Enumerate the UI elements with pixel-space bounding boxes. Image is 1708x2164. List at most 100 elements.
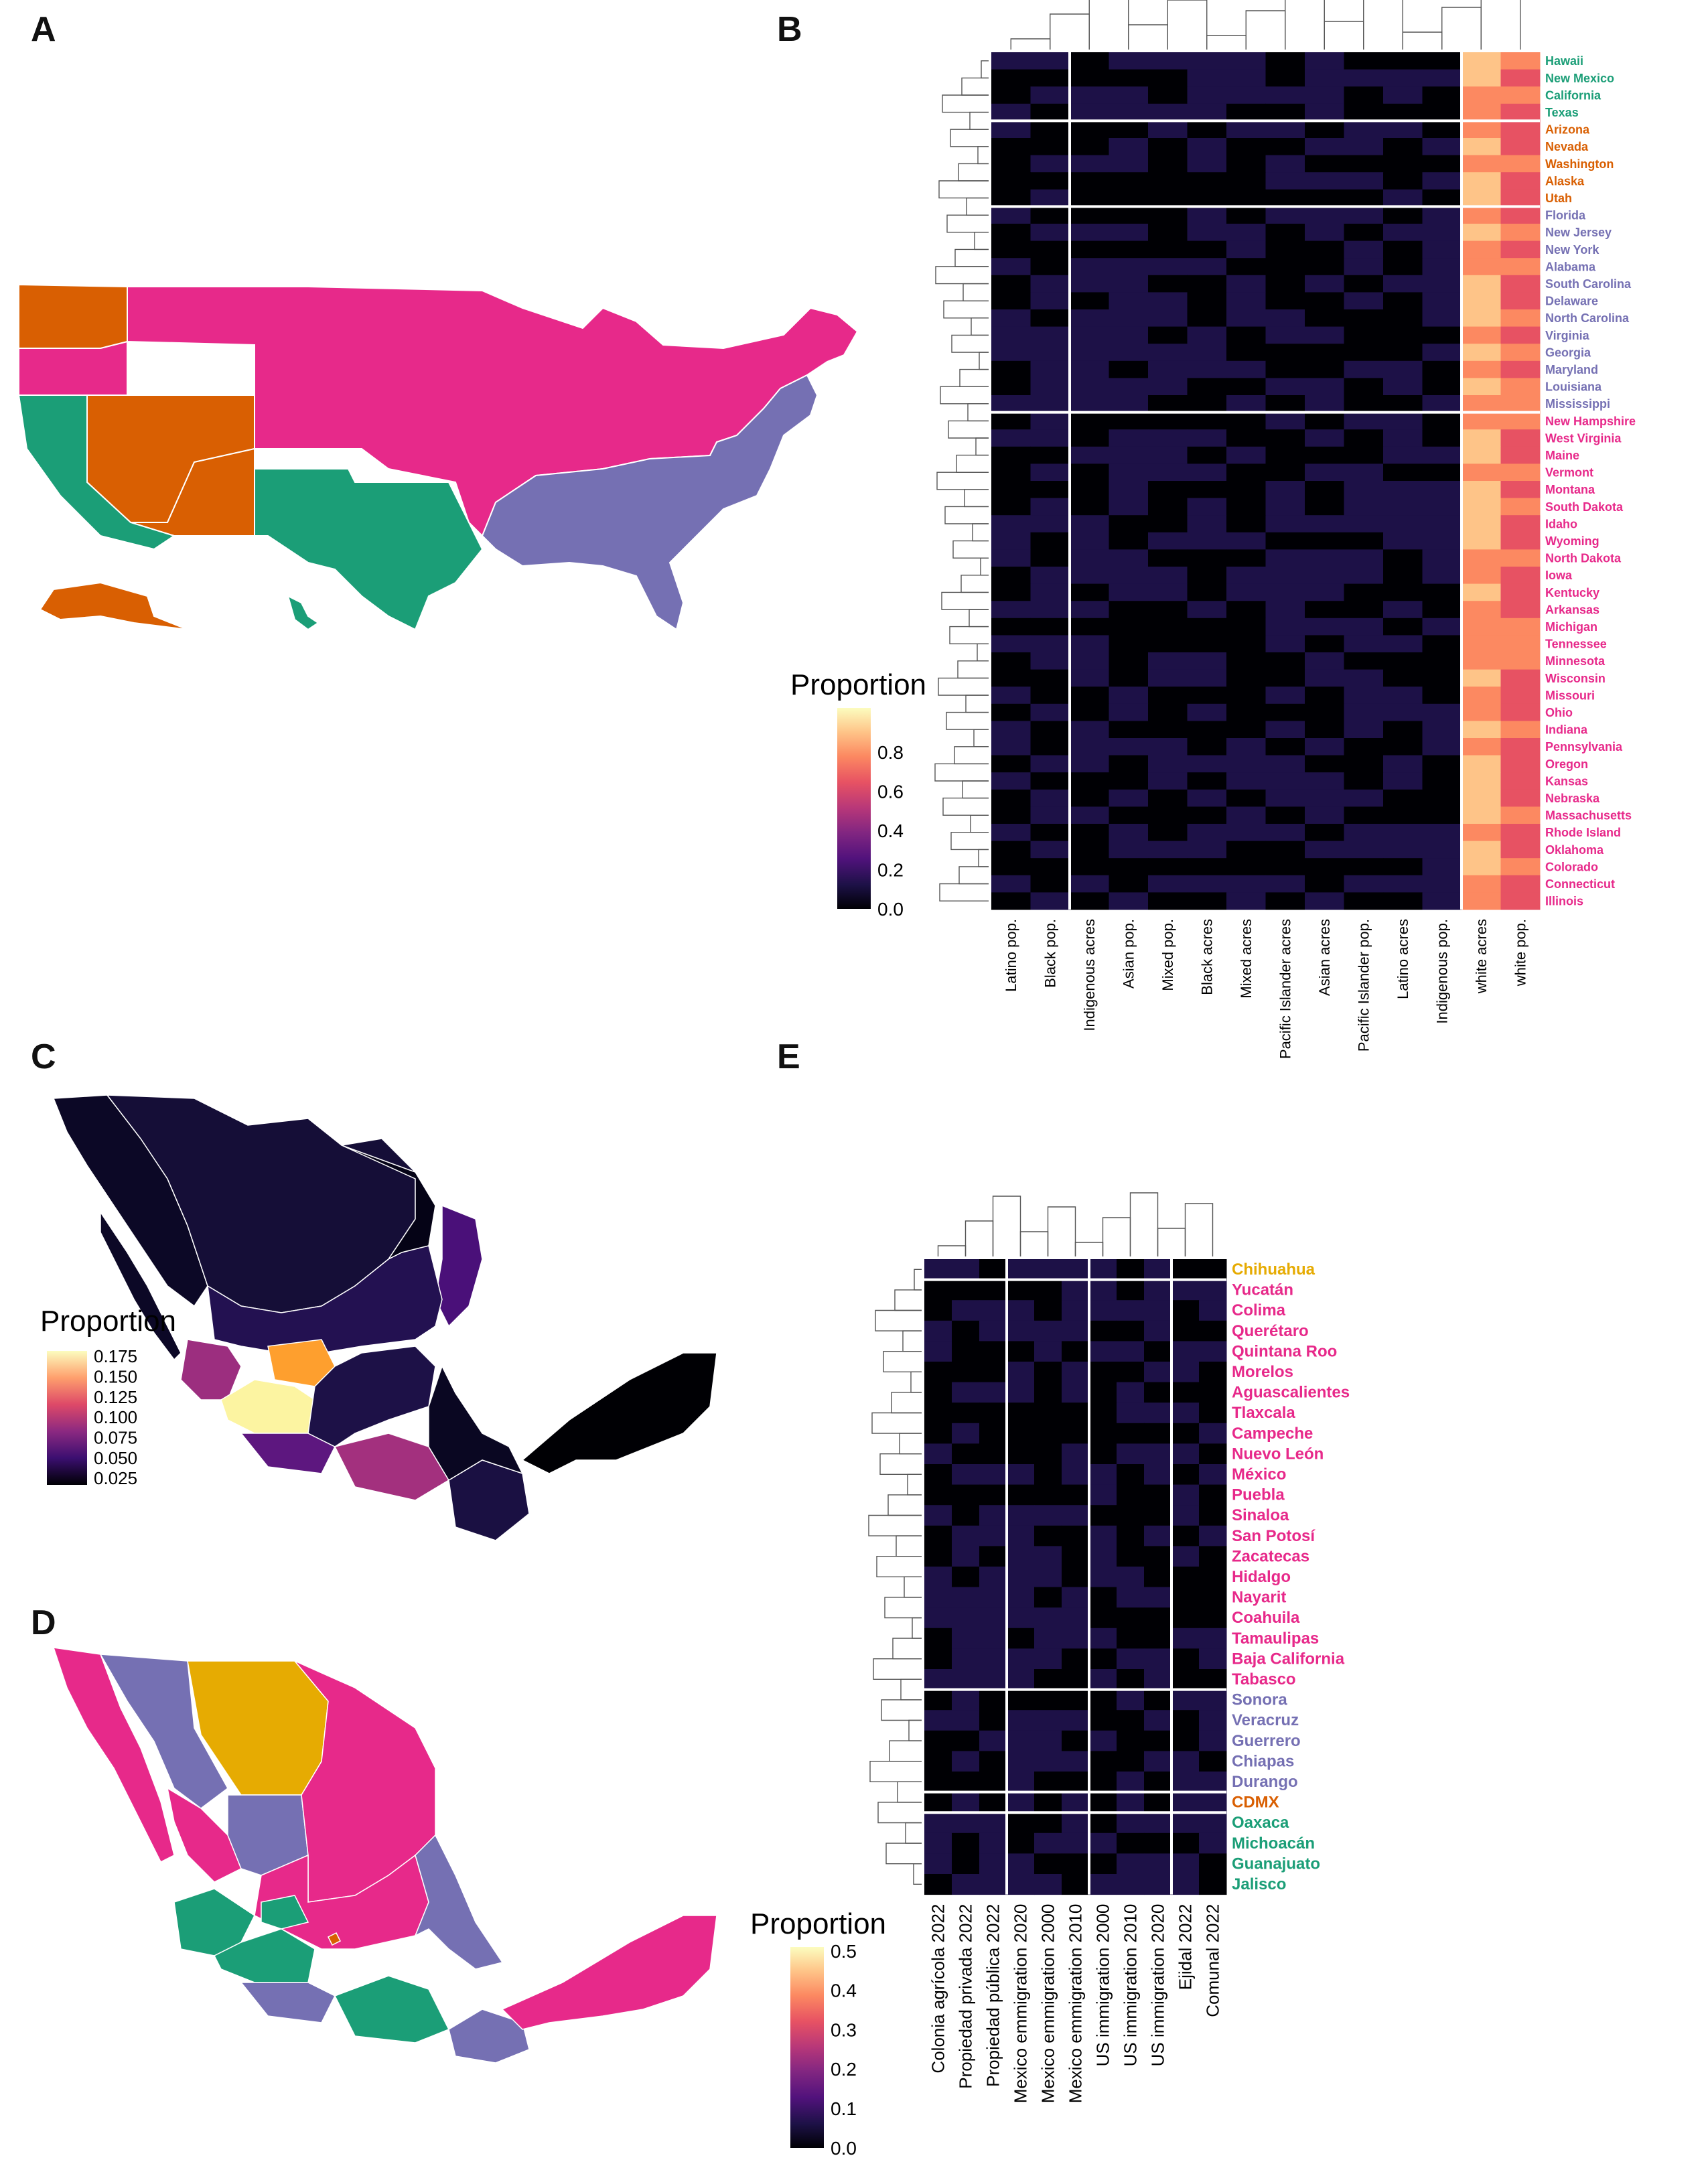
heatmap-cell <box>1109 703 1149 721</box>
heatmap-cell <box>1030 841 1070 859</box>
heatmap-cell <box>1187 69 1227 87</box>
heatmap-cell <box>1117 1832 1145 1854</box>
heatmap-cell <box>924 1423 952 1444</box>
row-label: Guanajuato <box>1232 1855 1320 1873</box>
heatmap-cell <box>979 1279 1007 1301</box>
heatmap-cell <box>1265 721 1305 739</box>
heatmap-cell <box>1305 481 1344 499</box>
heatmap-cell <box>1109 121 1149 139</box>
heatmap-cell <box>1462 875 1501 893</box>
heatmap-cell <box>1030 378 1070 396</box>
heatmap-cell <box>1062 1832 1090 1854</box>
heatmap-cell <box>1109 858 1149 876</box>
heatmap-cell <box>1500 498 1541 516</box>
heatmap-cell <box>1144 1689 1172 1711</box>
heatmap-cell <box>1109 155 1149 173</box>
heatmap-cell <box>1199 1443 1227 1465</box>
legend-c-title: Proportion <box>40 1305 176 1338</box>
mx-guerrero-d <box>240 1982 336 2023</box>
heatmap-cell <box>1265 789 1305 807</box>
heatmap-cell <box>1148 412 1188 430</box>
heatmap-cell <box>1187 412 1227 430</box>
heatmap-cell <box>1030 446 1070 464</box>
column-label: Asian acres <box>1316 919 1333 996</box>
heatmap-cell <box>1422 429 1462 447</box>
heatmap-cell <box>1383 567 1423 585</box>
row-label: Arizona <box>1545 123 1590 137</box>
heatmap-cell <box>1109 224 1149 242</box>
heatmap-cell <box>1422 515 1462 533</box>
heatmap-cell <box>1070 429 1109 447</box>
heatmap-cell <box>1226 155 1266 173</box>
heatmap-cell <box>1117 1382 1145 1403</box>
heatmap-cell <box>1344 429 1384 447</box>
heatmap-cell <box>1089 1382 1117 1403</box>
row-label: Michigan <box>1545 620 1597 634</box>
heatmap-cell <box>1171 1259 1200 1281</box>
heatmap-cell <box>1199 1607 1227 1629</box>
heatmap-cell <box>1305 703 1344 721</box>
heatmap-cell <box>952 1628 980 1649</box>
mx-guerrero <box>240 1433 336 1474</box>
heatmap-cell <box>1062 1362 1090 1383</box>
heatmap-cell <box>1109 240 1149 259</box>
heatmap-b-column-labels: Latino pop. Black pop. Indigenous acres Asi… <box>1003 919 1529 1059</box>
mexico-proportion-map <box>52 1094 717 1541</box>
heatmap-cell <box>1500 875 1541 893</box>
heatmap-b-cells <box>991 52 1541 910</box>
heatmap-cell <box>1089 1300 1117 1321</box>
heatmap-cell <box>1089 1362 1117 1383</box>
row-label: Tlaxcala <box>1232 1404 1295 1422</box>
heatmap-cell <box>1062 1525 1090 1546</box>
heatmap-cell <box>1500 206 1541 224</box>
heatmap-cell <box>1187 875 1227 893</box>
heatmap-cell <box>1030 652 1070 670</box>
heatmap-cell <box>1007 1484 1035 1506</box>
heatmap-cell <box>1109 755 1149 773</box>
heatmap-cell <box>1007 1587 1035 1608</box>
heatmap-cell <box>1305 224 1344 242</box>
heatmap-cell <box>1034 1832 1062 1854</box>
heatmap-cell <box>1117 1484 1145 1506</box>
heatmap-cell <box>1117 1362 1145 1383</box>
heatmap-cell <box>1344 309 1384 328</box>
heatmap-cell <box>1144 1874 1172 1895</box>
heatmap-cell <box>1187 824 1227 842</box>
heatmap-cell <box>1199 1710 1227 1731</box>
heatmap-cell <box>1144 1525 1172 1546</box>
heatmap-cell <box>1462 841 1501 859</box>
heatmap-cell <box>1034 1464 1062 1486</box>
heatmap-cell <box>1383 669 1423 687</box>
row-label: Tamaulipas <box>1232 1630 1319 1648</box>
heatmap-cell <box>1344 824 1384 842</box>
heatmap-cell <box>1226 567 1266 585</box>
heatmap-cell <box>1305 721 1344 739</box>
heatmap-cell <box>1383 412 1423 430</box>
heatmap-cell <box>1199 1874 1227 1895</box>
heatmap-cell <box>1383 738 1423 756</box>
row-label: Hidalgo <box>1232 1568 1291 1586</box>
heatmap-cell <box>1500 515 1541 533</box>
heatmap-cell <box>1305 532 1344 550</box>
heatmap-cell <box>1187 189 1227 207</box>
row-label: California <box>1545 88 1602 102</box>
heatmap-cell <box>1422 789 1462 807</box>
row-label: Mississippi <box>1545 397 1610 411</box>
heatmap-cell <box>1305 326 1344 344</box>
column-label: Black acres <box>1198 919 1215 995</box>
heatmap-cell <box>1062 1382 1090 1403</box>
heatmap-cell <box>1500 618 1541 636</box>
heatmap-cell <box>952 1484 980 1506</box>
heatmap-cell <box>979 1402 1007 1424</box>
heatmap-cell <box>1226 652 1266 670</box>
heatmap-cell <box>1462 412 1501 430</box>
heatmap-cell <box>1344 103 1384 121</box>
heatmap-cell <box>979 1689 1007 1711</box>
row-label: New York <box>1545 243 1599 257</box>
heatmap-cell <box>1226 172 1266 190</box>
heatmap-cell <box>979 1648 1007 1670</box>
heatmap-cell <box>1148 515 1188 533</box>
row-label: Wisconsin <box>1545 672 1606 685</box>
column-label: US immigration 2020 <box>1148 1904 1168 2067</box>
heatmap-cell <box>1089 1648 1117 1670</box>
